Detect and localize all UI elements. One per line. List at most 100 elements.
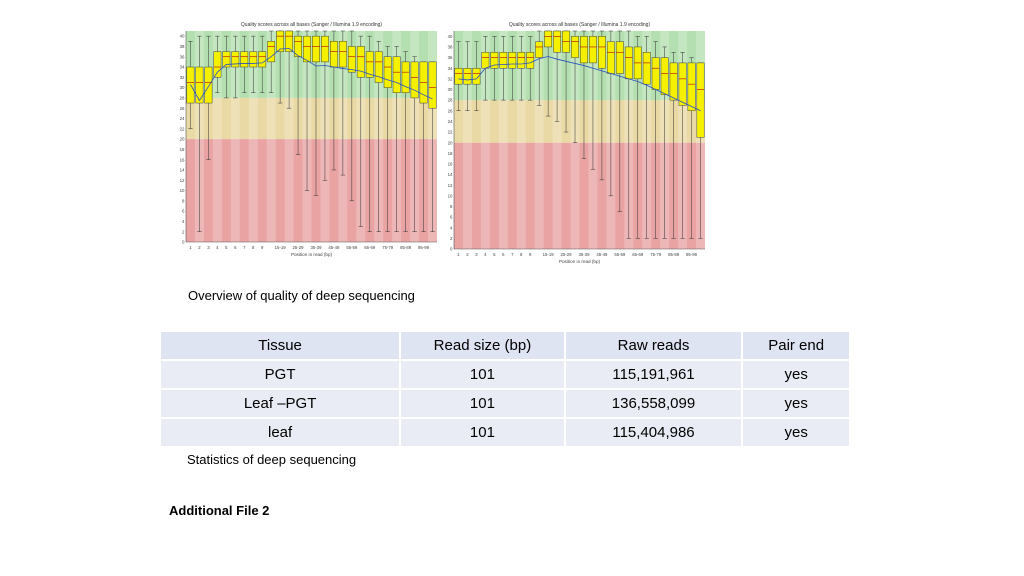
chart-title: Quality scores across all bases (Sanger … (509, 22, 651, 28)
cell-pair-end: yes (741, 388, 851, 419)
x-tick-label: 6 (234, 245, 237, 250)
box (669, 62, 678, 101)
y-tick-label: 4 (182, 219, 185, 224)
table-header-row: Tissue Read size (bp) Raw reads Pair end (158, 330, 851, 361)
y-tick-label: 4 (450, 225, 453, 230)
chart-svg: Quality scores across all bases (Sanger … (180, 22, 437, 257)
box (472, 67, 481, 85)
y-tick-label: 28 (448, 98, 453, 103)
y-tick-label: 18 (448, 151, 453, 156)
x-tick-label: 35-39 (578, 252, 590, 257)
y-tick-label: 6 (450, 215, 453, 220)
cell-raw-reads: 115,404,986 (563, 417, 744, 448)
y-tick-label: 36 (180, 54, 185, 59)
x-tick-label: 1 (189, 245, 192, 250)
chart-title: Quality scores across all bases (Sanger … (241, 22, 383, 28)
cell-pair-end: yes (741, 417, 851, 448)
x-tick-label: 25-29 (561, 252, 573, 257)
x-tick-label: 4 (216, 245, 219, 250)
x-tick-label: 9 (529, 252, 532, 257)
header-raw-reads: Raw reads (563, 330, 744, 361)
box (428, 61, 437, 109)
box (687, 62, 696, 111)
box (312, 35, 320, 63)
y-tick-label: 12 (448, 183, 453, 188)
box (338, 41, 347, 68)
y-tick-label: 14 (180, 168, 185, 173)
y-tick-label: 10 (448, 193, 453, 198)
box (508, 52, 517, 69)
box (294, 35, 302, 57)
box (589, 36, 597, 64)
table-row: PGT 101 115,191,961 yes (158, 359, 851, 390)
y-tick-label: 38 (180, 44, 185, 49)
y-tick-label: 26 (180, 106, 185, 111)
y-tick-label: 0 (450, 247, 453, 252)
cell-tissue: PGT (158, 359, 402, 390)
box (276, 30, 285, 52)
box (615, 41, 624, 74)
y-tick-label: 0 (182, 240, 185, 245)
cell-read-size: 101 (399, 388, 566, 419)
box (347, 46, 356, 73)
x-tick-label: 8 (520, 252, 523, 257)
quality-band (454, 100, 705, 143)
y-tick-label: 36 (448, 55, 453, 60)
x-axis-label: Position in read (bp) (291, 252, 333, 257)
box (330, 41, 338, 68)
quality-chart-right: Quality scores across all bases (Sanger … (447, 18, 709, 273)
y-tick-label: 34 (448, 66, 453, 71)
box (499, 52, 508, 69)
x-tick-label: 2 (466, 252, 469, 257)
x-tick-label: 85-89 (668, 252, 680, 257)
column-stripe (498, 31, 508, 249)
box (285, 30, 293, 52)
column-stripe (284, 31, 294, 242)
quality-band (186, 97, 437, 140)
y-tick-label: 12 (180, 178, 185, 183)
box (463, 67, 472, 85)
box (624, 46, 633, 80)
table-row: Leaf –PGT 101 136,558,099 yes (158, 388, 851, 419)
x-tick-label: 4 (484, 252, 487, 257)
y-tick-label: 32 (180, 75, 185, 80)
additional-file-label: Additional File 2 (169, 503, 270, 518)
y-tick-label: 32 (448, 76, 453, 81)
cell-read-size: 101 (399, 417, 566, 448)
x-tick-label: 75-79 (382, 245, 394, 250)
y-tick-label: 20 (180, 137, 185, 142)
box (365, 51, 374, 78)
y-tick-label: 22 (448, 130, 453, 135)
x-tick-label: 5 (493, 252, 496, 257)
box (258, 51, 267, 68)
box (517, 52, 526, 69)
column-stripe (480, 31, 490, 249)
y-tick-label: 38 (448, 45, 453, 50)
x-tick-label: 55-59 (346, 245, 358, 250)
box (401, 61, 410, 93)
y-tick-label: 30 (180, 85, 185, 90)
cell-read-size: 101 (399, 359, 566, 390)
box (374, 51, 383, 83)
y-tick-label: 6 (182, 209, 185, 214)
x-tick-label: 35-39 (310, 245, 322, 250)
box (660, 57, 669, 96)
x-tick-label: 85-89 (400, 245, 412, 250)
box (392, 56, 401, 93)
stats-table: Tissue Read size (bp) Raw reads Pair end… (158, 330, 851, 448)
y-tick-label: 14 (448, 172, 453, 177)
x-tick-label: 6 (502, 252, 505, 257)
table-row: leaf 101 115,404,986 yes (158, 417, 851, 448)
box (642, 52, 651, 85)
column-stripe (516, 31, 526, 249)
x-tick-label: 55-59 (614, 252, 626, 257)
x-tick-label: 8 (252, 245, 255, 250)
mean-line (458, 56, 701, 112)
box (356, 46, 365, 78)
y-tick-label: 30 (448, 87, 453, 92)
x-tick-label: 7 (243, 245, 246, 250)
column-stripe (212, 31, 222, 242)
mean-line (190, 48, 433, 102)
y-tick-label: 24 (180, 116, 185, 121)
x-axis-label: Position in read (bp) (559, 259, 601, 264)
